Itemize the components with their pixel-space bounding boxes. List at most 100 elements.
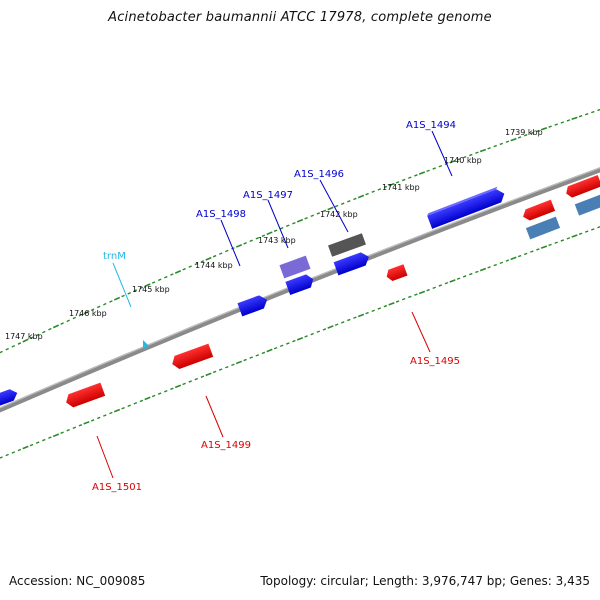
scale-tick bbox=[505, 259, 510, 262]
scale-tick bbox=[540, 245, 548, 249]
scale-tick bbox=[438, 284, 443, 287]
scale-tick bbox=[316, 212, 321, 215]
gene-left-edge[interactable] bbox=[0, 387, 19, 409]
scale-tick bbox=[347, 200, 351, 203]
scale-tick bbox=[144, 396, 151, 401]
scale-tick bbox=[151, 394, 156, 398]
scale-tick bbox=[296, 336, 304, 341]
scale-tick bbox=[231, 363, 235, 367]
scale-tick bbox=[151, 281, 156, 284]
leader-A1S_1499 bbox=[205, 395, 224, 438]
scale-tick bbox=[157, 278, 162, 282]
scale-tick bbox=[304, 335, 308, 338]
scale-tick bbox=[462, 155, 467, 159]
scale-tick bbox=[200, 375, 205, 378]
scale-tick bbox=[322, 209, 327, 213]
scale-tick bbox=[200, 260, 205, 263]
scale-tick bbox=[182, 267, 186, 271]
scale-tick bbox=[60, 322, 64, 325]
scale-tick bbox=[90, 419, 95, 422]
scale-tick bbox=[571, 234, 578, 238]
scale-tick bbox=[29, 443, 34, 447]
scale-tick bbox=[83, 310, 90, 315]
leader-A1S_1495 bbox=[411, 311, 431, 353]
scale-tick bbox=[11, 451, 16, 454]
label-A1S_1495: A1S_1495 bbox=[410, 356, 460, 367]
gene-A1S_1497[interactable] bbox=[285, 273, 315, 296]
scale-tick bbox=[113, 296, 121, 301]
scale-tick bbox=[388, 301, 395, 306]
scale-label-1746: 1746 kbp bbox=[69, 309, 107, 318]
scale-tick bbox=[96, 305, 101, 309]
scale-tick bbox=[493, 263, 497, 267]
scale-tick bbox=[304, 217, 308, 220]
scale-tick bbox=[316, 330, 321, 333]
scale-tick bbox=[334, 204, 339, 208]
scale-tick bbox=[365, 311, 369, 315]
scale-tick bbox=[157, 392, 162, 395]
scale-tick bbox=[42, 438, 46, 442]
scale-tick bbox=[536, 248, 540, 251]
scale-tick bbox=[0, 350, 3, 354]
scale-tick bbox=[261, 351, 266, 355]
scale-tick bbox=[401, 297, 406, 301]
gene-red-upper[interactable] bbox=[521, 199, 556, 223]
scale-tick bbox=[17, 342, 22, 345]
scale-tick bbox=[286, 224, 290, 227]
scale-tick bbox=[121, 406, 125, 410]
gene-A1S_1495[interactable] bbox=[385, 264, 408, 282]
topology-summary: Topology: circular; Length: 3,976,747 bp… bbox=[260, 574, 590, 588]
scale-tick bbox=[560, 121, 565, 124]
scale-tick bbox=[103, 302, 107, 306]
scale-tick bbox=[408, 176, 412, 179]
scale-tick bbox=[571, 116, 578, 121]
gene-pseudo-gray[interactable] bbox=[328, 233, 366, 257]
scale-tick bbox=[261, 234, 266, 237]
scale-tick bbox=[444, 281, 449, 285]
scale-tick bbox=[469, 153, 473, 157]
gene-trnM[interactable] bbox=[143, 340, 149, 349]
gene-A1S_1501[interactable] bbox=[64, 382, 106, 409]
scale-tick bbox=[584, 230, 589, 233]
leader-trnM bbox=[112, 262, 132, 308]
gene-A1S_1494[interactable] bbox=[426, 185, 506, 229]
label-A1S_1497: A1S_1497 bbox=[243, 190, 293, 201]
scale-tick bbox=[449, 279, 456, 283]
scale-tick bbox=[249, 356, 253, 359]
scale-tick bbox=[510, 256, 517, 261]
scale-tick bbox=[395, 300, 400, 303]
scale-tick bbox=[505, 140, 510, 143]
gene-steel-1[interactable] bbox=[525, 216, 561, 240]
scale-tick bbox=[578, 115, 583, 118]
gene-A1S_1498[interactable] bbox=[237, 293, 269, 317]
gene-pseudo-purple[interactable] bbox=[279, 255, 311, 279]
scale-tick bbox=[83, 420, 90, 425]
scale-tick bbox=[438, 164, 443, 168]
scale-tick bbox=[174, 269, 182, 274]
scale-tick bbox=[121, 294, 125, 298]
scale-tick bbox=[591, 228, 595, 231]
scale-tick bbox=[530, 250, 534, 253]
scale-tick bbox=[566, 119, 571, 122]
scale-tick bbox=[194, 262, 199, 266]
scale-tick bbox=[255, 237, 260, 240]
scale-tick bbox=[22, 445, 29, 450]
scale-tick bbox=[225, 249, 229, 253]
scale-tick bbox=[383, 185, 388, 189]
map-title: Acinetobacter baumannii ATCC 17978, comp… bbox=[108, 10, 492, 25]
scale-tick bbox=[279, 226, 284, 230]
gene-A1S_1499[interactable] bbox=[170, 343, 214, 371]
scale-tick bbox=[487, 266, 491, 269]
scale-tick bbox=[310, 214, 314, 218]
scale-tick bbox=[523, 252, 528, 256]
gene-A1S_1493-partial[interactable] bbox=[564, 174, 600, 199]
scale-tick bbox=[42, 330, 46, 334]
scale-tick bbox=[414, 293, 418, 296]
gene-steel-2[interactable] bbox=[574, 193, 600, 216]
scale-tick bbox=[456, 277, 461, 280]
scale-tick bbox=[188, 380, 192, 383]
gene-A1S_1496[interactable] bbox=[333, 250, 372, 276]
scale-tick bbox=[357, 313, 365, 318]
scale-tick bbox=[548, 125, 552, 128]
